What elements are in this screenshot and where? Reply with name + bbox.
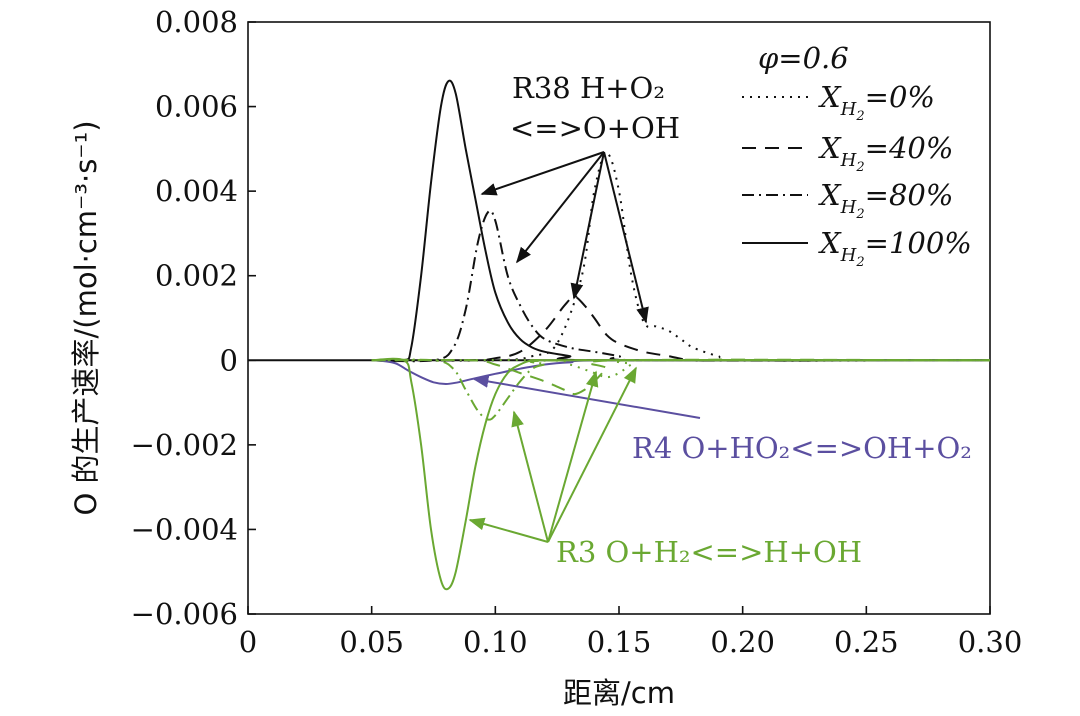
legend-header: φ=0.6 [758,41,849,75]
annotation-r38-line2: <=>O+OH [510,111,680,145]
series-r3-dashdot [371,358,991,421]
r3-arrow-solid [468,517,549,543]
series-r38-solid [371,79,991,363]
r3-arrow-dashdot [511,410,549,543]
y-tick-label: 0.002 [155,259,238,293]
annotation-r4: R4 O+HO₂<=>OH+O₂ [632,431,972,465]
x-tick-label: 0.25 [834,625,899,659]
legend-label-3: XH2=100% [818,226,972,270]
series-r38-dashdot [371,209,991,363]
x-tick-label: 0.05 [339,625,404,659]
r3-arrow-dashed [547,370,599,543]
annotation-r38-line1: R38 H+O₂ [512,71,665,105]
r38-arrows [480,151,649,324]
legend-label-2: XH2=80% [818,178,953,222]
r4-arrow [472,375,701,419]
legend: φ=0.6 XH2=0% XH2=40% XH2=80% XH2=100% [742,41,972,270]
y-tick-label: 0.006 [155,90,238,124]
legend-label-1: XH2=40% [818,131,953,175]
y-tick-label: −0.006 [131,597,238,631]
series-r3-dotted [371,358,991,379]
axis-ticks: 0 0.05 0.10 0.15 0.20 0.25 0.30 0.008 0.006 0.004… [131,5,1023,659]
x-tick-label: 0.10 [463,625,528,659]
annotation-r3: R3 O+H₂<=>H+OH [556,535,862,569]
x-tick-label: 0.15 [587,625,652,659]
series-layer [371,79,991,591]
r38-arrow-solid [480,151,605,196]
y-tick-label: 0.008 [155,5,238,39]
x-tick-label: 0 [239,625,257,659]
r38-arrow-dotted [603,151,649,324]
series-r4-solid [371,359,991,385]
x-tick-label: 0.20 [710,625,775,659]
r3-arrows [468,366,637,543]
y-tick-label: −0.002 [131,428,238,462]
series-r38-dashed [371,295,990,362]
legend-label-0: XH2=0% [818,80,935,124]
x-axis-title: 距离/cm [563,676,675,710]
y-tick-label: 0.004 [155,174,238,208]
r38-arrow-dashdot [516,151,605,264]
r38-arrow-dashed [570,151,605,300]
x-tick-label: 0.30 [958,625,1023,659]
y-tick-label: −0.004 [131,512,238,546]
r3-arrow-dotted [547,366,637,543]
y-tick-label: 0 [220,343,238,377]
y-axis-title: O 的生产速率/(mol·cm⁻³·s⁻¹) [69,120,103,515]
